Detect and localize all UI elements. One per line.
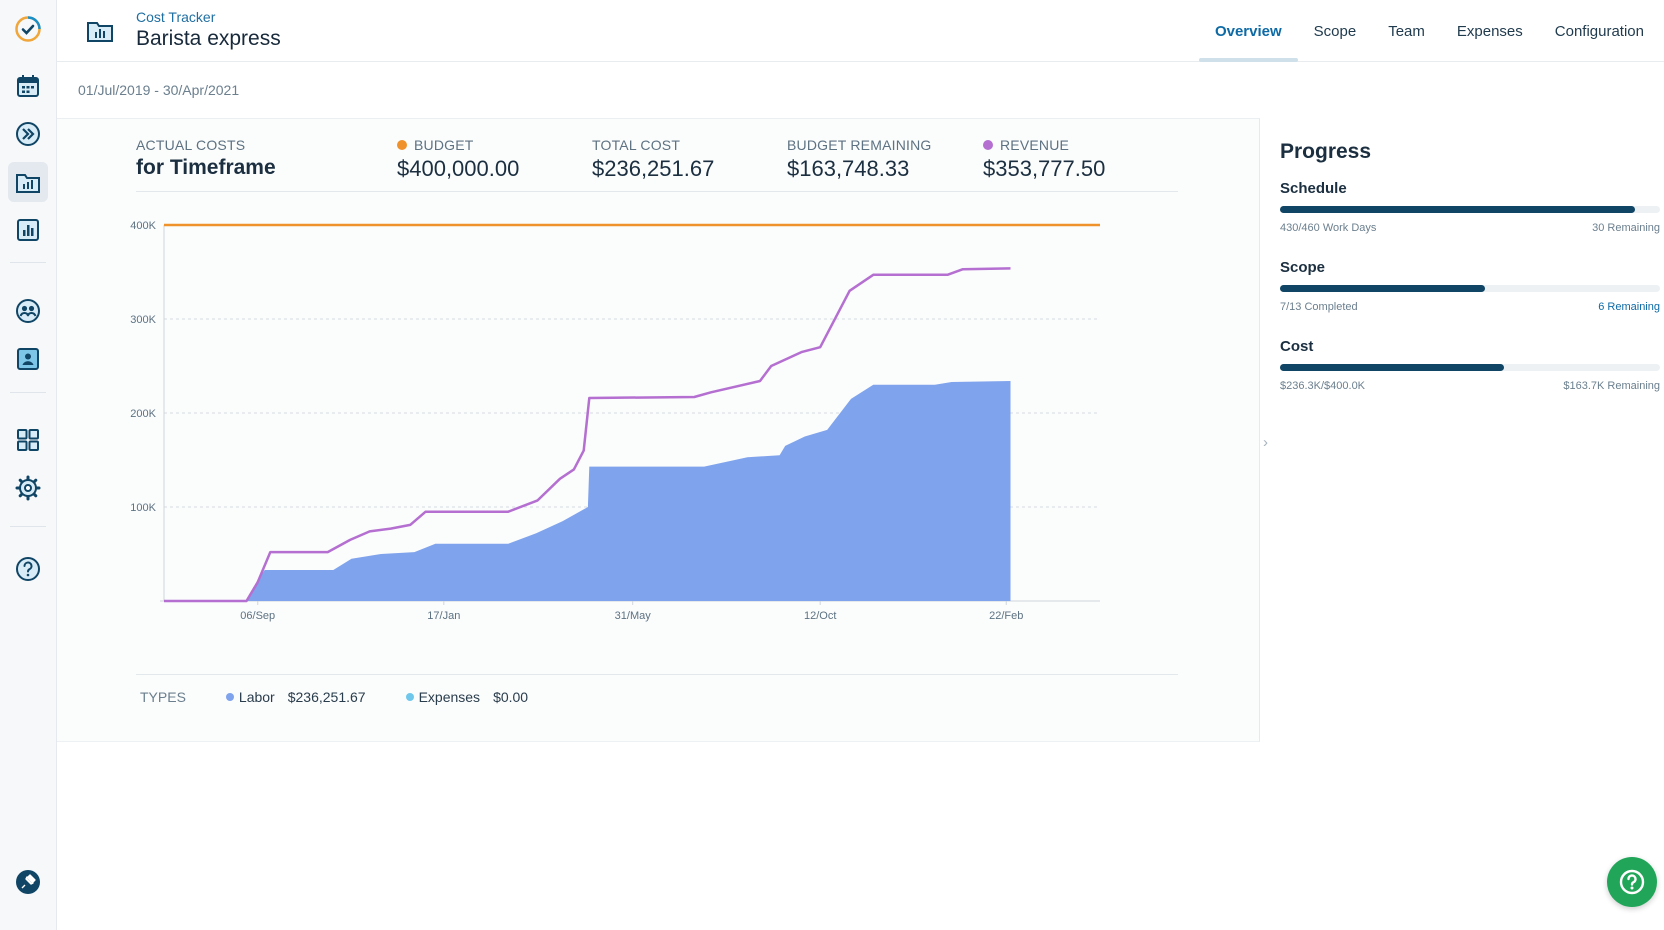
types-legend: TYPES Labor $236,251.67 Expenses $0.00 bbox=[140, 689, 568, 705]
budget-dot-icon bbox=[397, 140, 407, 150]
revenue-line bbox=[164, 267, 1011, 603]
stat-label: ACTUAL COSTS bbox=[136, 137, 246, 153]
progress-bar bbox=[1280, 206, 1660, 213]
pin-icon[interactable] bbox=[8, 862, 48, 902]
stat-label: BUDGET REMAINING bbox=[787, 137, 932, 153]
metric-right[interactable]: 6 Remaining bbox=[1598, 301, 1660, 313]
progress-fill bbox=[1280, 364, 1505, 371]
metric-scope: Scope 7/13 Completed 6 Remaining bbox=[1280, 259, 1660, 313]
left-rail bbox=[0, 0, 57, 930]
stat-label: BUDGET bbox=[414, 137, 474, 153]
help-icon[interactable] bbox=[8, 549, 48, 589]
legend-item-expenses: Expenses $0.00 bbox=[405, 689, 529, 705]
rail-divider bbox=[10, 262, 46, 263]
stat-revenue: REVENUE $353,777.50 bbox=[983, 137, 1105, 182]
divider bbox=[136, 674, 1178, 675]
progress-title: Progress bbox=[1280, 140, 1372, 163]
y-tick-label: 400K bbox=[130, 220, 156, 232]
tab-overview[interactable]: Overview bbox=[1198, 0, 1298, 62]
stat-total-cost: TOTAL COST $236,251.67 bbox=[592, 137, 714, 182]
y-tick-label: 300K bbox=[130, 314, 156, 326]
tab-scope[interactable]: Scope bbox=[1313, 22, 1357, 40]
x-tick-label: 22/Feb bbox=[989, 610, 1023, 622]
x-tick-label: 06/Sep bbox=[240, 610, 275, 622]
breadcrumb[interactable]: Cost Tracker bbox=[136, 9, 216, 25]
legend-value: $236,251.67 bbox=[287, 689, 366, 705]
progress-fill bbox=[1280, 206, 1636, 213]
progress-bar bbox=[1280, 364, 1660, 371]
stat-sublabel: for Timeframe bbox=[136, 156, 276, 179]
stat-value: $163,748.33 bbox=[787, 156, 910, 181]
metric-left: $236.3K/$400.0K bbox=[1280, 380, 1366, 392]
cost-chart: 100K 200K 300K 400K 06/Sep 17/Jan 31/May 12/Oct… bbox=[130, 220, 1100, 622]
metric-left: 7/13 Completed bbox=[1280, 301, 1358, 313]
metric-name: Schedule bbox=[1280, 180, 1347, 197]
stat-value: $400,000.00 bbox=[397, 156, 520, 181]
labor-dot-icon bbox=[225, 693, 234, 701]
tab-expenses[interactable]: Expenses bbox=[1456, 22, 1523, 40]
gear-icon[interactable] bbox=[8, 468, 48, 508]
folder-chart-icon[interactable] bbox=[8, 162, 48, 202]
legend-name: Labor bbox=[238, 689, 275, 705]
x-tick-label: 31/May bbox=[615, 610, 652, 622]
stat-budget: BUDGET $400,000.00 bbox=[397, 137, 519, 182]
types-label: TYPES bbox=[140, 689, 186, 705]
contact-icon[interactable] bbox=[8, 339, 48, 379]
progress-bar bbox=[1280, 285, 1660, 292]
x-tick-label: 12/Oct bbox=[804, 610, 836, 622]
x-tick-label: 17/Jan bbox=[427, 610, 460, 622]
dashboard-grid-icon[interactable] bbox=[8, 420, 48, 460]
help-icon bbox=[1619, 869, 1645, 895]
expenses-dot-icon bbox=[405, 693, 414, 701]
stat-budget-remaining: BUDGET REMAINING $163,748.33 bbox=[787, 137, 932, 182]
tab-team[interactable]: Team bbox=[1388, 22, 1425, 40]
rail-divider bbox=[10, 526, 46, 527]
metric-name: Cost bbox=[1280, 338, 1314, 355]
tab-bar: Overview Scope Team Expenses Configurati… bbox=[1198, 0, 1664, 62]
legend-value: $0.00 bbox=[493, 689, 529, 705]
app-logo-icon[interactable] bbox=[8, 9, 48, 49]
metric-right: 30 Remaining bbox=[1592, 222, 1660, 234]
revenue-dot-icon bbox=[983, 140, 993, 150]
metric-schedule: Schedule 430/460 Work Days 30 Remaining bbox=[1280, 180, 1660, 234]
progress-panel: Progress Schedule 430/460 Work Days 30 Re… bbox=[1280, 140, 1660, 417]
help-button[interactable] bbox=[1607, 857, 1657, 907]
page-title: Barista express bbox=[136, 27, 281, 50]
labor-area bbox=[164, 381, 1011, 601]
date-range[interactable]: 01/Jul/2019 - 30/Apr/2021 bbox=[78, 82, 240, 98]
tab-configuration[interactable]: Configuration bbox=[1554, 22, 1644, 40]
calendar-icon[interactable] bbox=[8, 66, 48, 106]
divider bbox=[136, 191, 1178, 192]
bar-chart-icon[interactable] bbox=[8, 210, 48, 250]
y-tick-label: 200K bbox=[130, 408, 156, 420]
metric-cost: Cost $236.3K/$400.0K $163.7K Remaining bbox=[1280, 338, 1660, 392]
rail-divider bbox=[10, 392, 46, 393]
progress-fill bbox=[1280, 285, 1486, 292]
metric-right: $163.7K Remaining bbox=[1563, 380, 1660, 392]
stat-label: REVENUE bbox=[1000, 137, 1070, 153]
stat-value: $353,777.50 bbox=[983, 156, 1106, 181]
stat-label: TOTAL COST bbox=[592, 137, 681, 153]
folder-chart-icon bbox=[87, 22, 113, 42]
header: Cost Tracker Barista express Overview Sc… bbox=[57, 0, 1664, 62]
team-icon[interactable] bbox=[8, 291, 48, 331]
fast-forward-icon[interactable] bbox=[8, 114, 48, 154]
metric-left: 430/460 Work Days bbox=[1280, 222, 1377, 234]
stat-value: $236,251.67 bbox=[592, 156, 715, 181]
legend-item-labor: Labor $236,251.67 bbox=[225, 689, 366, 705]
legend-name: Expenses bbox=[418, 689, 481, 705]
cost-chart-card: ACTUAL COSTS for Timeframe BUDGET $400,0… bbox=[57, 118, 1260, 742]
y-tick-label: 100K bbox=[130, 502, 156, 514]
metric-name: Scope bbox=[1280, 259, 1326, 276]
chevron-right-icon[interactable]: › bbox=[1263, 434, 1268, 451]
stat-actual-costs: ACTUAL COSTS for Timeframe bbox=[136, 137, 276, 180]
